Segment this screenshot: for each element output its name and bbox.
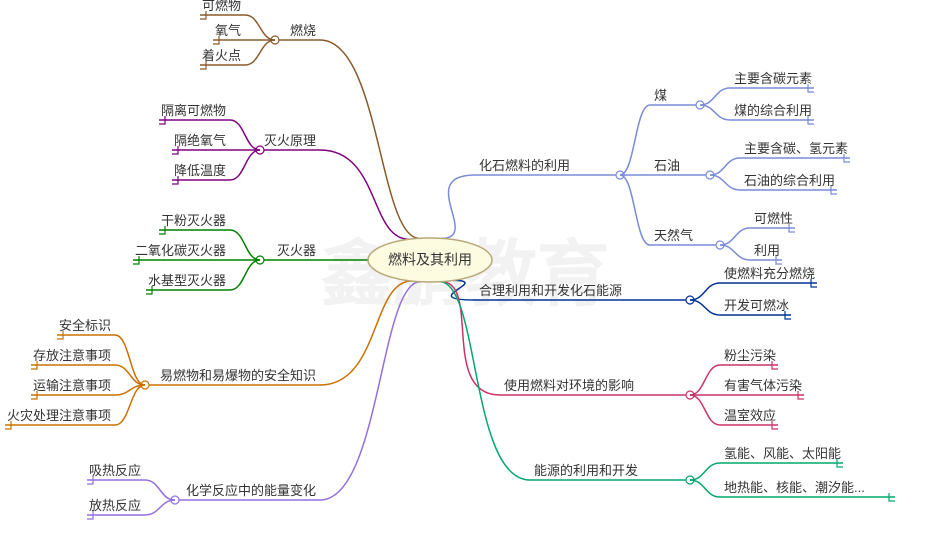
sub-label: 天然气 [654, 228, 693, 243]
leaf-link [720, 228, 750, 245]
branch-trunk [441, 175, 475, 238]
leaf-link [115, 365, 145, 385]
center-label: 燃料及其利用 [388, 252, 472, 268]
leaf-link [230, 120, 260, 150]
branch-label: 使用燃料对环境的影响 [504, 378, 634, 393]
leaf-label: 着火点 [202, 48, 241, 63]
leaf-label: 温室效应 [724, 408, 776, 423]
leaf-link [690, 283, 720, 300]
sub-link [620, 175, 650, 245]
leaf-link [720, 245, 750, 260]
leaf-link [700, 88, 730, 105]
leaf-label: 利用 [754, 243, 780, 258]
leaf-link [115, 335, 145, 385]
leaf-label: 运输注意事项 [33, 378, 111, 393]
branch-label: 灭火原理 [264, 133, 316, 148]
leaf-link [230, 260, 260, 290]
leaf-label: 水基型灭火器 [148, 273, 226, 288]
branch-label: 燃烧 [290, 23, 316, 38]
leaf-label: 干粉灭火器 [161, 213, 226, 228]
leaf-label: 隔离可燃物 [161, 103, 226, 118]
leaf-label: 开发可燃冰 [724, 298, 789, 313]
leaf-label: 粉尘污染 [724, 348, 776, 363]
branch-label: 化学反应中的能量变化 [186, 483, 316, 498]
leaf-label: 二氧化碳灭火器 [135, 243, 226, 258]
leaf-link [690, 300, 720, 315]
branch-label: 能源的利用和开发 [534, 463, 638, 478]
branch-label: 化石燃料的利用 [479, 158, 570, 173]
leaf-link [710, 158, 740, 175]
leaf-link [230, 230, 260, 260]
leaf-label: 降低温度 [174, 163, 226, 178]
leaf-label: 可燃性 [754, 211, 793, 226]
leaf-label: 氢能、风能、太阳能 [724, 446, 841, 461]
leaf-label: 吸热反应 [89, 463, 141, 478]
leaf-label: 放热反应 [89, 498, 141, 513]
branch-label: 易燃物和易爆物的安全知识 [160, 368, 316, 383]
leaf-link [690, 365, 720, 395]
leaf-label: 安全标识 [59, 318, 111, 333]
branch-label: 合理利用和开发化石能源 [479, 283, 622, 298]
leaf-link [115, 385, 145, 425]
leaf-link [145, 500, 175, 515]
branch-label: 灭火器 [277, 243, 316, 258]
leaf-label: 火灾处理注意事项 [7, 408, 111, 423]
leaf-link [690, 463, 720, 480]
branch-trunk [320, 40, 419, 238]
leaf-link [245, 40, 275, 65]
leaf-label: 存放注意事项 [33, 348, 111, 363]
sub-label: 煤 [654, 88, 667, 103]
leaf-label: 有害气体污染 [724, 378, 802, 393]
leaf-label: 可燃物 [202, 0, 241, 13]
leaf-label: 隔绝氧气 [174, 133, 226, 148]
leaf-link [690, 480, 720, 497]
leaf-label: 石油的综合利用 [744, 173, 835, 188]
sub-label: 石油 [654, 158, 680, 173]
leaf-label: 煤的综合利用 [734, 103, 812, 118]
leaf-link [700, 105, 730, 120]
leaf-label: 地热能、核能、潮汐能... [724, 480, 865, 495]
mindmap-canvas: 鑫鹏教育燃烧可燃物氧气着火点灭火原理隔离可燃物隔绝氧气降低温度灭火器干粉灭火器二… [0, 0, 931, 535]
leaf-link [710, 175, 740, 190]
leaf-link [230, 150, 260, 180]
leaf-label: 氧气 [215, 23, 241, 38]
branch-trunk [320, 150, 409, 239]
sub-link [620, 105, 650, 175]
leaf-link [245, 15, 275, 40]
leaf-label: 主要含碳元素 [734, 71, 812, 86]
leaf-link [145, 480, 175, 500]
leaf-label: 主要含碳、氢元素 [744, 141, 848, 156]
leaf-link [690, 395, 720, 425]
leaf-label: 使燃料充分燃烧 [724, 266, 815, 281]
